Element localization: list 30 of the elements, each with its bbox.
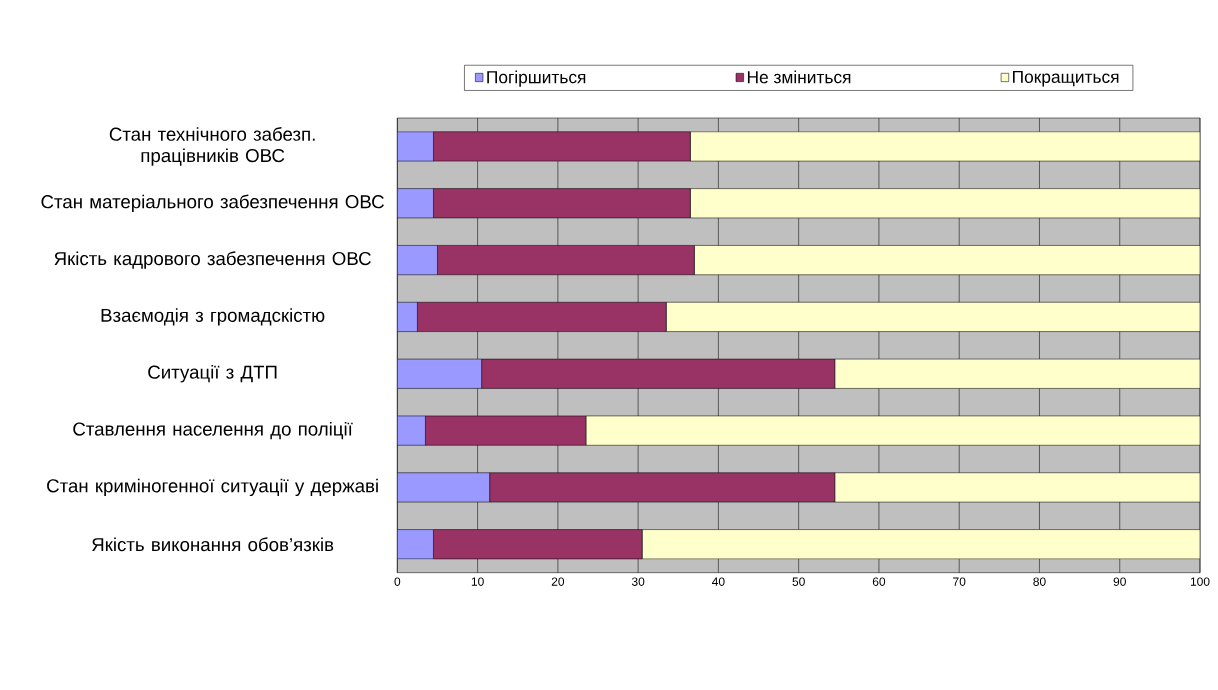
y-tick-label: Якість виконання обов’язків	[92, 537, 334, 552]
bar	[397, 245, 438, 276]
y-tick-label: Стан технічного забезп. працівників ОВС	[109, 126, 315, 166]
bar	[397, 358, 482, 389]
y-tick-label: Якість кадрового забезпечення ОВС	[54, 251, 371, 269]
y-tick-label: Стан криміногенної ситуації у державі	[47, 478, 378, 497]
x-tick-label: 10	[471, 577, 484, 586]
x-tick-label: 30	[631, 577, 645, 586]
x-tick-label: 50	[792, 577, 805, 586]
legend-label: Погіршиться	[487, 70, 586, 87]
bar	[397, 472, 490, 503]
x-tick-label: 80	[1033, 577, 1046, 586]
y-tick-label: Стан матеріального забезпечення ОВС	[41, 194, 384, 213]
y-tick-label: Взаємодія з громадскістю	[101, 308, 325, 326]
legend-label: Не зміниться	[747, 70, 851, 84]
bar	[397, 188, 434, 219]
x-tick-label: 100	[1190, 577, 1210, 586]
x-tick-label: 70	[953, 577, 966, 586]
x-tick-label: 20	[551, 577, 565, 586]
bar	[397, 529, 434, 560]
x-tick-label: 0	[394, 577, 401, 586]
legend-label: Покращиться	[1013, 70, 1119, 87]
bar	[397, 415, 426, 446]
x-tick-label: 90	[1113, 577, 1126, 586]
bar	[397, 301, 418, 332]
bar	[397, 131, 434, 162]
x-tick-label: 40	[712, 577, 725, 586]
y-tick-label: Ставлення населення до поліції	[73, 421, 353, 440]
x-tick-label: 60	[872, 577, 886, 586]
y-tick-label: Ситуації з ДТП	[148, 365, 277, 383]
